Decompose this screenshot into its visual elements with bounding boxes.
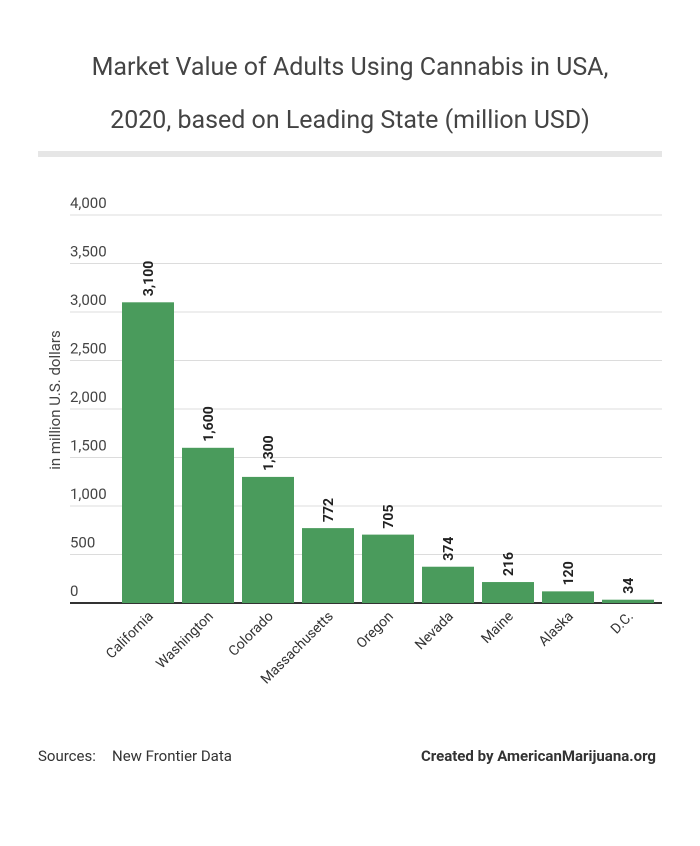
y-tick-label: 3,500 [70,243,107,261]
x-tick-label: Alaska [536,609,577,650]
source: New Frontier Data [112,747,232,765]
x-tick-label: Nevada [412,609,457,654]
bar [602,599,654,603]
x-tick-label: California [103,609,157,663]
x-tick-label: Maine [478,609,516,647]
title-rule [38,151,662,157]
x-tick-label: Colorado [226,609,277,660]
bar [482,582,534,603]
bar [362,534,414,603]
credit: Created by AmericanMarijuana.org [421,747,656,765]
bar [302,528,354,603]
x-tick-label: D.C. [608,609,637,638]
bar [182,447,234,603]
bar [422,566,474,603]
value-label: 1,300 [261,435,277,471]
value-label: 34 [621,578,637,594]
y-tick-label: 3,000 [70,291,107,309]
chart-title: 2020, based on Leading State (million US… [110,106,590,135]
x-tick-label: Oregon [354,609,397,652]
y-tick-label: 4,000 [70,194,107,212]
y-tick-label: 1,000 [70,485,107,503]
y-tick-label: 2,000 [70,388,107,406]
y-tick-label: 1,500 [70,437,107,455]
y-tick-label: 500 [70,534,95,552]
value-label: 705 [381,505,397,529]
y-tick-label: 0 [70,582,78,600]
value-label: 3,100 [141,261,157,297]
value-label: 1,600 [201,406,217,442]
value-label: 216 [501,552,517,576]
bar [122,302,174,603]
source-label: Sources: [38,747,96,765]
x-tick-label: Washington [153,609,217,673]
y-axis-title: in million U.S. dollars [46,330,64,470]
value-label: 772 [321,498,337,522]
bar [242,476,294,603]
y-tick-label: 2,500 [70,340,107,358]
bar [542,591,594,603]
chart-title: Market Value of Adults Using Cannabis in… [92,53,609,82]
value-label: 374 [441,537,457,561]
value-label: 120 [561,561,577,585]
